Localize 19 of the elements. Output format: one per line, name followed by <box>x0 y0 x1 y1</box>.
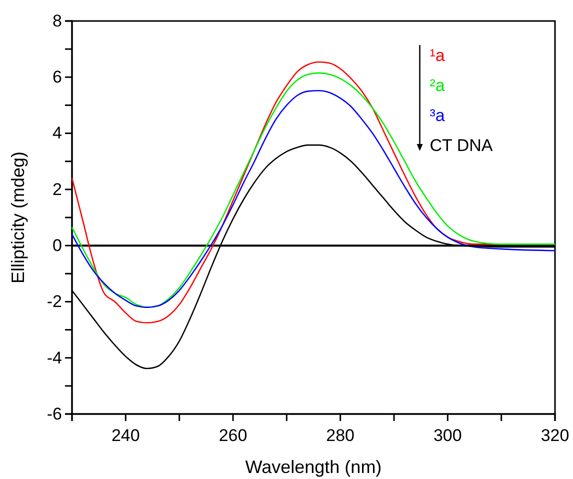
y-tick-label: 2 <box>52 180 62 199</box>
x-tick-label: 240 <box>111 426 140 445</box>
y-tick-label: -4 <box>46 348 62 368</box>
text: ³a <box>430 106 446 125</box>
x-tick-label: 260 <box>218 426 248 445</box>
x-axis-title: Wavelength (nm) <box>245 457 382 477</box>
y-tick-label: -2 <box>46 292 62 312</box>
x-tick-label: 300 <box>433 426 462 445</box>
x-tick-label: 320 <box>540 426 570 445</box>
legend-label: CT DNA <box>430 136 494 155</box>
y-tick-label: 8 <box>52 11 62 30</box>
y-tick-label: -6 <box>46 404 62 424</box>
x-tick-label: 280 <box>326 426 355 445</box>
y-tick-label: 6 <box>52 68 62 87</box>
text: ²a <box>430 76 446 95</box>
y-tick-label: 0 <box>52 236 62 256</box>
y-tick-label: 4 <box>52 124 62 143</box>
text: ¹a <box>430 46 446 65</box>
y-axis-title: Ellipticity (mdeg) <box>8 151 28 284</box>
